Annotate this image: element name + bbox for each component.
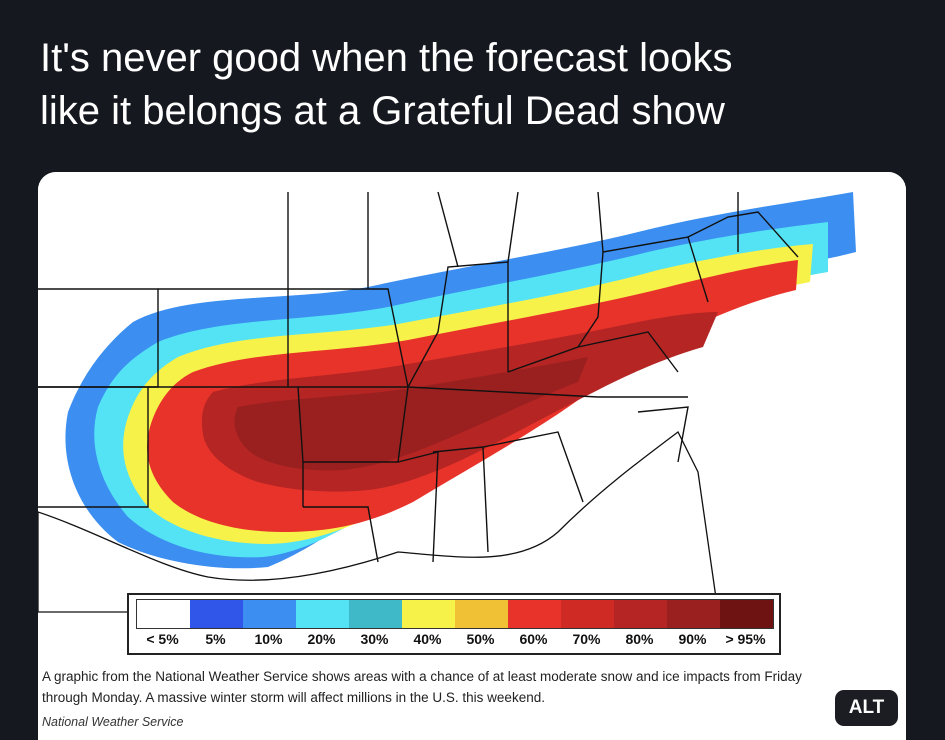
legend-swatch (561, 600, 614, 628)
probability-legend: < 5% 5% 10% 20% 30% 40% 50% 60% 70% 80% … (127, 593, 781, 655)
legend-swatch (402, 600, 455, 628)
post-image[interactable]: < 5% 5% 10% 20% 30% 40% 50% 60% 70% 80% … (38, 172, 906, 740)
legend-labels: < 5% 5% 10% 20% 30% 40% 50% 60% 70% 80% … (136, 629, 772, 649)
legend-label: 30% (360, 631, 389, 647)
image-caption: A graphic from the National Weather Serv… (42, 669, 802, 705)
image-credit: National Weather Service (42, 715, 184, 729)
legend-label: < 5% (146, 631, 179, 647)
snow-ice-probability-map (38, 172, 906, 613)
legend-label: 20% (307, 631, 336, 647)
legend-label: 90% (678, 631, 707, 647)
legend-swatch (455, 600, 508, 628)
legend-swatch (243, 600, 296, 628)
legend-label: 70% (572, 631, 601, 647)
legend-swatch (349, 600, 402, 628)
legend-swatch (508, 600, 561, 628)
legend-swatch (296, 600, 349, 628)
legend-label: 5% (205, 631, 226, 647)
band-core (234, 357, 588, 471)
legend-swatches (136, 599, 774, 629)
alt-text-button[interactable]: ALT (835, 690, 898, 726)
legend-label: 50% (466, 631, 495, 647)
legend-label: 80% (625, 631, 654, 647)
state-borders (38, 191, 799, 563)
legend-swatch (190, 600, 243, 628)
legend-swatch (720, 600, 773, 628)
legend-label: 40% (413, 631, 442, 647)
legend-swatch (667, 600, 720, 628)
post-text: It's never good when the forecast looks … (40, 36, 733, 133)
legend-label: 10% (254, 631, 283, 647)
legend-swatch (614, 600, 667, 628)
legend-label: 60% (519, 631, 548, 647)
legend-swatch (137, 600, 190, 628)
legend-label: > 95% (725, 631, 766, 647)
